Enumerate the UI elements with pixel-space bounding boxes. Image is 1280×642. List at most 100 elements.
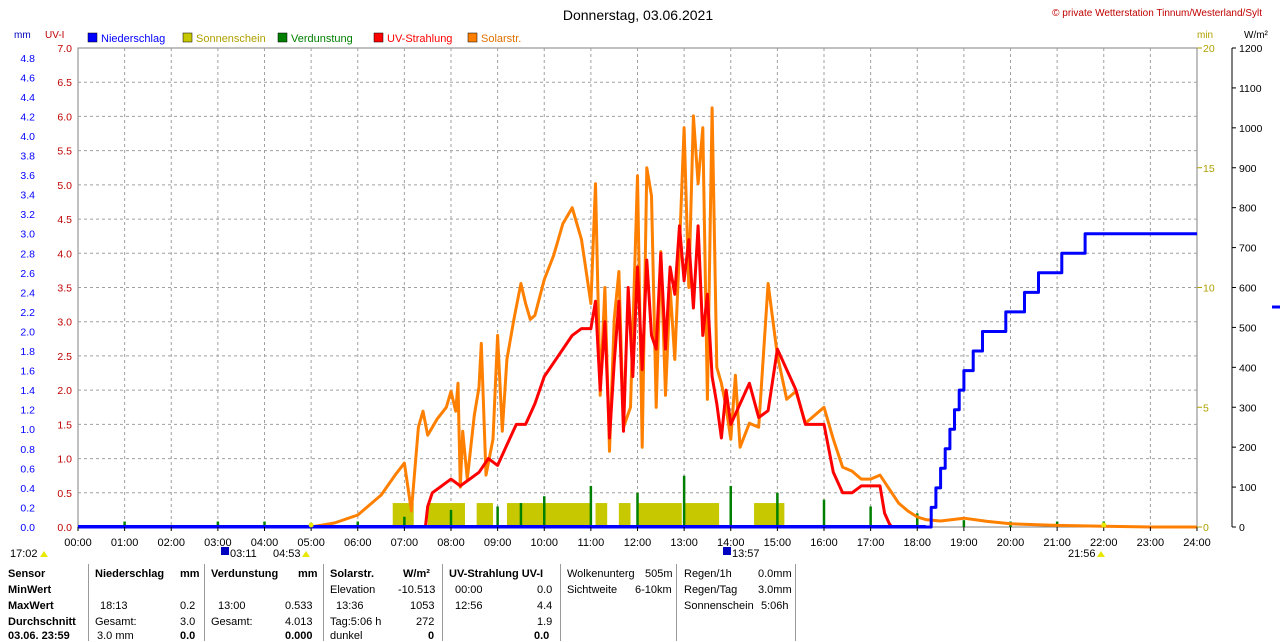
mm-tick-label: 3.8 xyxy=(20,151,35,163)
stats-solar-dunkel-label: dunkel xyxy=(330,630,363,642)
wm2-tick-label: 1000 xyxy=(1239,123,1263,135)
sunshine-bar xyxy=(506,503,591,527)
precipitation-line xyxy=(78,232,1197,529)
stats-row-label: 03.06. 23:59 xyxy=(8,630,70,642)
uv-tick-label: 6.0 xyxy=(57,111,72,123)
uv-tick-label: 3.0 xyxy=(57,317,72,329)
x-tick-label: 15:00 xyxy=(764,537,792,549)
stats-niederschlag-unit: mm xyxy=(180,568,200,580)
x-tick-label: 18:00 xyxy=(903,537,931,549)
stats-verdunstung-gesamt-label: Gesamt: xyxy=(211,616,253,628)
wm2-tick-label: 300 xyxy=(1239,402,1257,414)
stats-rain-val3: 5:06h xyxy=(761,600,789,612)
wm2-tick-label: 700 xyxy=(1239,243,1257,255)
stats-uv-min-time: 00:00 xyxy=(455,584,483,596)
mm-tick-label: 0.8 xyxy=(20,444,35,456)
wm2-tick-label: 800 xyxy=(1239,203,1257,215)
copyright-text: © private Wetterstation Tinnum/Westerlan… xyxy=(1052,8,1262,19)
stats-row-label: Sensor xyxy=(8,568,46,580)
stats-rain-label1: Regen/1h xyxy=(684,568,732,580)
mm-tick-label: 4.8 xyxy=(20,53,35,65)
mm-tick-label: 1.0 xyxy=(20,424,35,436)
x-tick-label: 09:00 xyxy=(484,537,512,549)
x-tick-label: 06:00 xyxy=(344,537,372,549)
x-tick-label: 03:00 xyxy=(204,537,232,549)
left-unit-uv: UV-I xyxy=(45,30,64,41)
uv-tick-label: 3.5 xyxy=(57,283,72,295)
uv-tick-label: 0.5 xyxy=(57,488,72,500)
stats-solar-max-val: 1053 xyxy=(410,600,435,612)
mm-tick-label: 0.6 xyxy=(20,463,35,475)
mm-tick-label: 3.2 xyxy=(20,209,35,221)
wm2-tick-label: 600 xyxy=(1239,283,1257,295)
sunset-time-label: 21:56 xyxy=(1068,548,1096,560)
legend-label: Niederschlag xyxy=(101,33,165,45)
stats-verdunstung-last-val: 0.000 xyxy=(285,630,313,642)
mm-tick-label: 1.2 xyxy=(20,405,35,417)
sunshine-bar xyxy=(754,503,785,527)
sunshine-bar xyxy=(392,503,414,527)
uv-tick-label: 6.5 xyxy=(57,77,72,89)
min-tick-label: 20 xyxy=(1203,43,1215,55)
stats-uv-max-time: 12:56 xyxy=(455,600,483,612)
wm2-tick-label: 0 xyxy=(1239,522,1245,534)
marker-0311-label: 03:11 xyxy=(230,548,257,560)
stats-uv-header: UV-Strahlung UV-I xyxy=(449,568,544,580)
sunshine-bar xyxy=(476,503,493,527)
weather-chart: 00:00 01:00 02:00 03:00 04:00 05:00 06:00 07:00… xyxy=(10,7,1280,560)
legend-label: UV-Strahlung xyxy=(387,33,452,45)
right-unit-min: min xyxy=(1197,30,1213,41)
x-tick-label: 10:00 xyxy=(530,537,558,549)
stats-niederschlag-header: Niederschlag xyxy=(95,568,165,580)
mm-tick-label: 0.0 xyxy=(20,522,35,534)
mm-tick-label: 2.8 xyxy=(20,248,35,260)
stats-rain-val2: 3.0mm xyxy=(758,584,792,596)
sunshine-bar xyxy=(684,503,720,527)
mm-tick-label: 3.0 xyxy=(20,229,35,241)
stats-rain-label3: Sonnenschein xyxy=(684,600,754,612)
stats-verdunstung-gesamt-val: 4.013 xyxy=(285,616,313,628)
wm2-tick-label: 100 xyxy=(1239,482,1257,494)
mm-tick-label: 4.0 xyxy=(20,131,35,143)
stats-rain-val1: 0.0mm xyxy=(758,568,792,580)
legend-swatch xyxy=(467,32,478,43)
mm-tick-label: 2.6 xyxy=(20,268,35,280)
chart-title: Donnerstag, 03.06.2021 xyxy=(563,7,713,23)
stats-cloud-label1: Wolkenunterg xyxy=(567,568,635,580)
sunshine-bar xyxy=(595,503,608,527)
uv-tick-label: 1.0 xyxy=(57,454,72,466)
stats-panel: Sensor MinWert MaxWert Durchschnitt 03.0… xyxy=(0,560,1280,642)
mm-tick-label: 3.4 xyxy=(20,190,35,202)
sun-marker xyxy=(1101,522,1107,528)
wm2-tick-label: 1200 xyxy=(1239,43,1263,55)
sunshine-bar xyxy=(427,503,465,527)
stats-solar-elev-val: -10.513 xyxy=(398,584,436,596)
x-tick-label: 23:00 xyxy=(1137,537,1165,549)
legend-label: Sonnenschein xyxy=(196,33,266,45)
sun-icon xyxy=(302,551,310,557)
wm2-tick-label: 400 xyxy=(1239,362,1257,374)
min-tick-label: 5 xyxy=(1203,402,1209,414)
mm-tick-label: 2.4 xyxy=(20,287,35,299)
uv-tick-label: 2.0 xyxy=(57,385,72,397)
uv-tick-label: 4.5 xyxy=(57,214,72,226)
min-tick-label: 15 xyxy=(1203,163,1215,175)
x-tick-label: 07:00 xyxy=(391,537,419,549)
x-tick-label: 22:00 xyxy=(1090,537,1118,549)
mm-tick-label: 1.4 xyxy=(20,385,35,397)
stats-row-label: Durchschnitt xyxy=(8,616,76,628)
stats-verdunstung-max-time: 13:00 xyxy=(218,600,246,612)
legend-swatch xyxy=(277,32,288,43)
mm-tick-label: 1.6 xyxy=(20,366,35,378)
stats-cloud-val1: 505m xyxy=(645,568,673,580)
stats-solar-max-time: 13:36 xyxy=(336,600,364,612)
stats-verdunstung-unit: mm xyxy=(298,568,318,580)
stats-uv-max-val: 4.4 xyxy=(537,600,553,612)
stats-niederschlag-gesamt-label: Gesamt: xyxy=(95,616,137,628)
min-tick-label: 10 xyxy=(1203,283,1215,295)
right-unit-wm2: W/m² xyxy=(1244,30,1269,41)
left-unit-mm: mm xyxy=(14,30,31,41)
sun-icon xyxy=(40,551,48,557)
legend-swatch xyxy=(182,32,193,43)
